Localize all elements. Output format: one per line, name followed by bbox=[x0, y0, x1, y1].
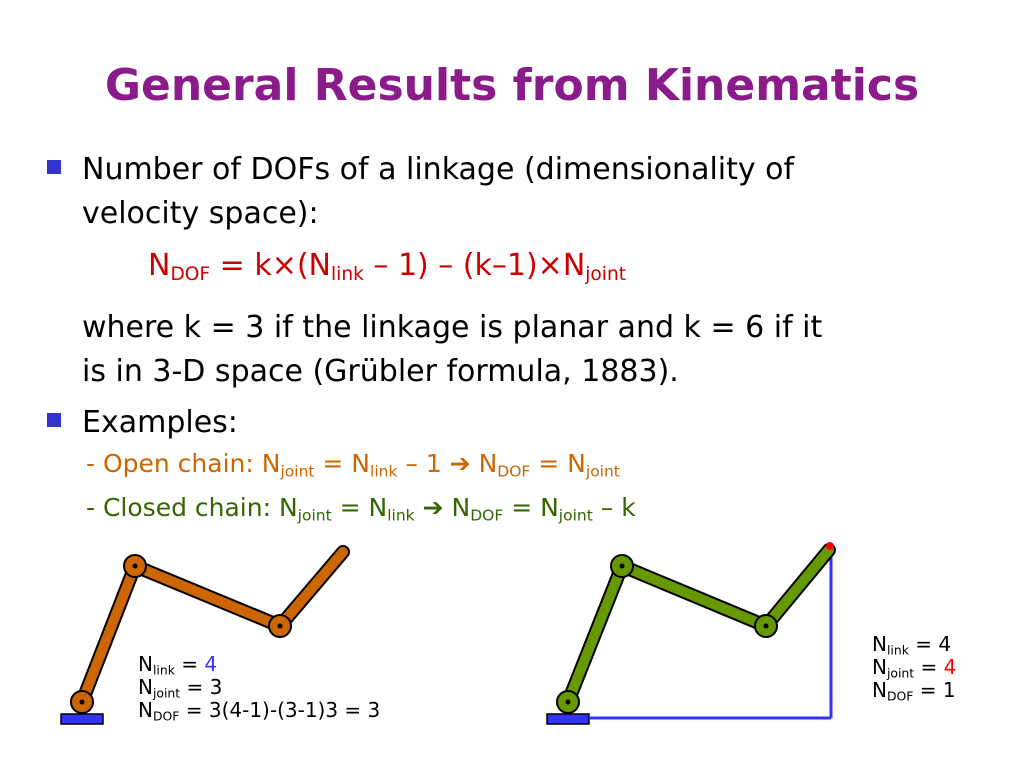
slide-title: General Results from Kinematics bbox=[104, 60, 920, 111]
bullet1-line1: Number of DOFs of a linkage (dimensional… bbox=[82, 152, 795, 187]
right-example-labels: Nlink = 4 Njoint = 4 NDOF = 1 bbox=[872, 632, 957, 704]
left-example-labels: Nlink = 4 Njoint = 3 NDOF = 3(4-1)-(3-1)… bbox=[138, 652, 381, 724]
right-ground-base bbox=[546, 713, 590, 725]
closed-chain-diagram bbox=[546, 542, 836, 725]
where-line2: is in 3-D space (Grübler formula, 1883). bbox=[82, 354, 679, 389]
bullet-marker bbox=[47, 160, 61, 174]
closed-chain-line: - Closed chain: Njoint = Nlink ➔ NDOF = … bbox=[86, 493, 636, 525]
bullet-marker bbox=[47, 413, 61, 427]
examples-label: Examples: bbox=[82, 405, 238, 440]
end-effector-dot bbox=[826, 542, 834, 550]
open-chain-line: - Open chain: Njoint = Nlink – 1 ➔ NDOF … bbox=[86, 449, 620, 481]
bullet1-line2: velocity space): bbox=[82, 196, 319, 231]
where-line1: where k = 3 if the linkage is planar and… bbox=[82, 310, 823, 345]
right-nlink: Nlink = 4 bbox=[872, 632, 952, 658]
open-chain-diagram bbox=[60, 545, 350, 725]
left-ndof: NDOF = 3(4-1)-(3-1)3 = 3 bbox=[138, 698, 381, 724]
left-ground-base bbox=[60, 713, 104, 725]
left-njoint: Njoint = 3 bbox=[138, 675, 223, 701]
ndof-formula: NDOF = k×(Nlink – 1) – (k–1)×Njoint bbox=[148, 248, 627, 286]
right-njoint: Njoint = 4 bbox=[872, 655, 957, 681]
right-ndof: NDOF = 1 bbox=[872, 678, 956, 704]
left-nlink: Nlink = 4 bbox=[138, 652, 218, 678]
